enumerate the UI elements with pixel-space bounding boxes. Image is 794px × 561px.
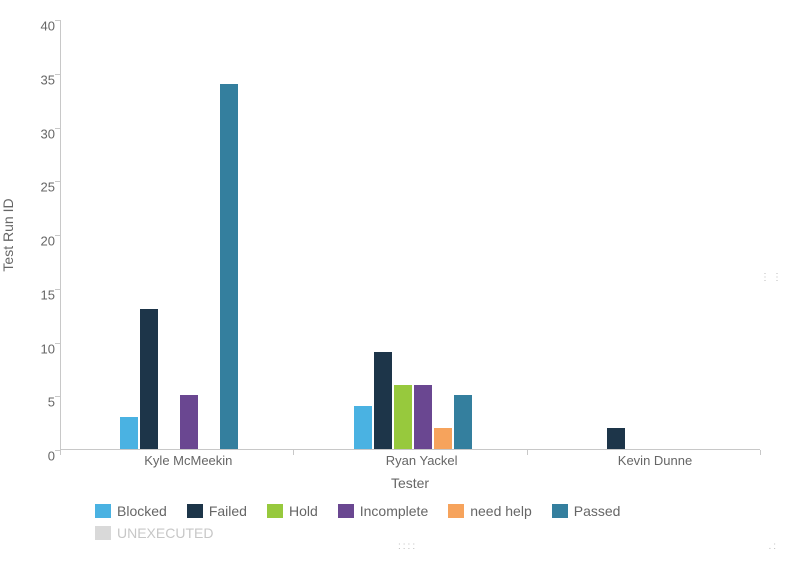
legend-label: Hold xyxy=(289,503,318,519)
bar xyxy=(394,385,412,450)
x-tick-mark xyxy=(293,450,294,455)
x-tick-label: Kevin Dunne xyxy=(618,453,692,468)
x-tick-label: Kyle McMeekin xyxy=(144,453,232,468)
legend-item[interactable]: Blocked xyxy=(95,500,167,522)
x-tick-label: Ryan Yackel xyxy=(386,453,458,468)
y-tick-label: 40 xyxy=(0,19,55,34)
legend-label: Incomplete xyxy=(360,503,428,519)
y-tick-label: 35 xyxy=(0,72,55,87)
bar xyxy=(180,395,198,449)
legend-swatch xyxy=(552,504,568,518)
legend-label: Blocked xyxy=(117,503,167,519)
legend-item[interactable]: UNEXECUTED xyxy=(95,522,213,544)
x-axis-label: Tester xyxy=(60,475,760,491)
legend-label: Passed xyxy=(574,503,621,519)
y-tick-label: 20 xyxy=(0,234,55,249)
bar xyxy=(140,309,158,449)
bar xyxy=(354,406,372,449)
bar xyxy=(374,352,392,449)
legend-label: need help xyxy=(470,503,532,519)
x-tick-mark xyxy=(527,450,528,455)
bar xyxy=(454,395,472,449)
y-tick-label: 5 xyxy=(0,395,55,410)
resize-handle-icon: ⋮⋮ xyxy=(760,272,784,283)
legend-item[interactable]: Failed xyxy=(187,500,247,522)
legend-swatch xyxy=(448,504,464,518)
legend: Blocked Failed Hold Incomplete need help Pass… xyxy=(95,500,745,544)
resize-handle-icon: :::: xyxy=(398,541,417,552)
legend-swatch xyxy=(95,526,111,540)
legend-swatch xyxy=(95,504,111,518)
y-tick-label: 10 xyxy=(0,341,55,356)
resize-handle-icon: .: xyxy=(768,541,778,552)
bar xyxy=(414,385,432,450)
legend-item[interactable]: need help xyxy=(448,500,532,522)
legend-item[interactable]: Incomplete xyxy=(338,500,428,522)
legend-label: Failed xyxy=(209,503,247,519)
y-tick-label: 25 xyxy=(0,180,55,195)
legend-swatch xyxy=(338,504,354,518)
legend-item[interactable]: Hold xyxy=(267,500,318,522)
x-tick-mark xyxy=(60,450,61,455)
bar xyxy=(607,428,625,450)
test-run-chart: Test Run ID 0510152025303540 Kyle McMeek… xyxy=(0,0,794,561)
legend-swatch xyxy=(267,504,283,518)
bar xyxy=(120,417,138,449)
y-tick-label: 0 xyxy=(0,449,55,464)
plot-area xyxy=(60,20,760,450)
legend-swatch xyxy=(187,504,203,518)
y-tick-label: 30 xyxy=(0,126,55,141)
legend-item[interactable]: Passed xyxy=(552,500,621,522)
bar xyxy=(220,84,238,450)
legend-label: UNEXECUTED xyxy=(117,525,213,541)
y-tick-label: 15 xyxy=(0,287,55,302)
bar xyxy=(434,428,452,450)
x-tick-mark xyxy=(760,450,761,455)
